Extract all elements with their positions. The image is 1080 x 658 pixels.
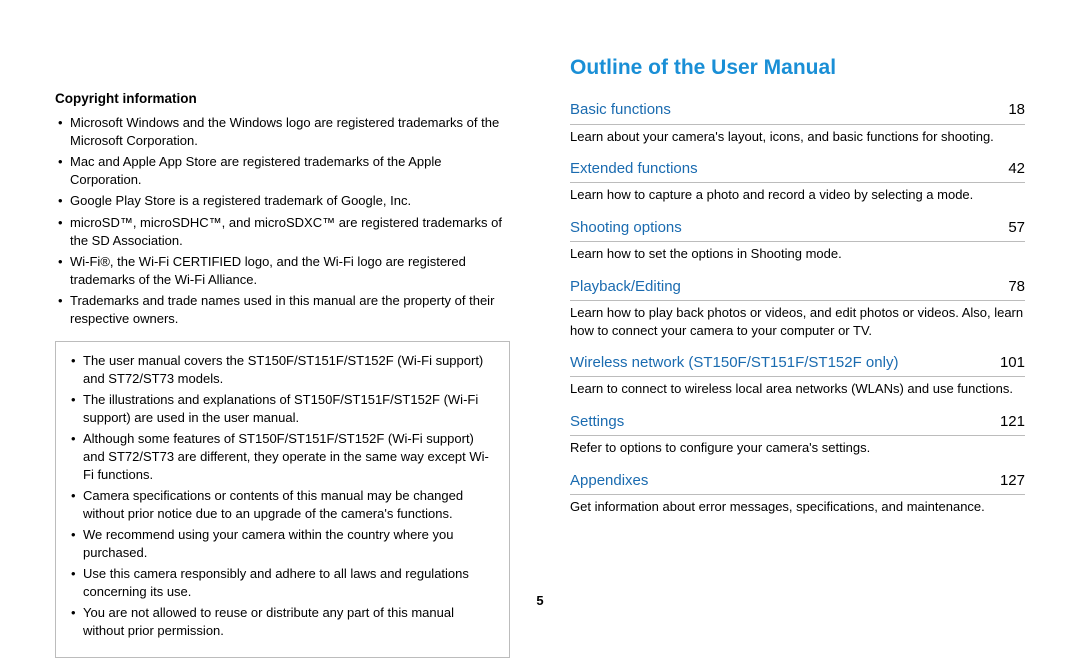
toc-row: Wireless network (ST150F/ST151F/ST152F o… <box>570 353 1025 377</box>
toc-row: Shooting options 57 <box>570 218 1025 242</box>
manual-page: Copyright information Microsoft Windows … <box>0 0 1080 630</box>
page-number: 5 <box>0 593 1080 608</box>
toc-page: 101 <box>1000 353 1025 373</box>
toc-section: Appendixes 127 Get information about error… <box>570 471 1025 516</box>
toc-desc: Learn how to capture a photo and record … <box>570 186 1025 204</box>
toc-page: 78 <box>1008 277 1025 297</box>
toc-page: 121 <box>1000 412 1025 432</box>
toc-title: Playback/Editing <box>570 277 681 297</box>
copyright-item: Microsoft Windows and the Windows logo a… <box>55 114 510 149</box>
left-column: Copyright information Microsoft Windows … <box>55 50 540 610</box>
copyright-item: microSD™, microSDHC™, and microSDXC™ are… <box>55 214 510 249</box>
copyright-item: Wi-Fi®, the Wi-Fi CERTIFIED logo, and th… <box>55 253 510 288</box>
toc-desc: Learn how to set the options in Shooting… <box>570 245 1025 263</box>
note-item: You are not allowed to reuse or distribu… <box>68 604 497 639</box>
toc-page: 18 <box>1008 100 1025 120</box>
toc-section: Wireless network (ST150F/ST151F/ST152F o… <box>570 353 1025 398</box>
toc-row: Playback/Editing 78 <box>570 277 1025 301</box>
copyright-item: Mac and Apple App Store are registered t… <box>55 153 510 188</box>
copyright-item: Google Play Store is a registered tradem… <box>55 192 510 210</box>
toc-title: Shooting options <box>570 218 682 238</box>
toc-row: Extended functions 42 <box>570 159 1025 183</box>
toc-container: Basic functions 18 Learn about your camera… <box>570 100 1025 515</box>
note-item: We recommend using your camera within th… <box>68 526 497 561</box>
toc-section: Basic functions 18 Learn about your camera… <box>570 100 1025 145</box>
toc-section: Extended functions 42 Learn how to capture… <box>570 159 1025 204</box>
toc-title: Extended functions <box>570 159 698 179</box>
note-item: The user manual covers the ST150F/ST151F… <box>68 352 497 387</box>
toc-desc: Learn how to play back photos or videos,… <box>570 304 1025 339</box>
toc-page: 42 <box>1008 159 1025 179</box>
toc-row: Basic functions 18 <box>570 100 1025 124</box>
toc-section: Shooting options 57 Learn how to set the o… <box>570 218 1025 263</box>
toc-desc: Get information about error messages, sp… <box>570 498 1025 516</box>
toc-row: Appendixes 127 <box>570 471 1025 495</box>
toc-page: 57 <box>1008 218 1025 238</box>
outline-heading: Outline of the User Manual <box>570 54 1025 82</box>
toc-section: Playback/Editing 78 Learn how to play back… <box>570 277 1025 339</box>
toc-section: Settings 121 Refer to options to configure… <box>570 412 1025 457</box>
note-box: The user manual covers the ST150F/ST151F… <box>55 341 510 658</box>
toc-row: Settings 121 <box>570 412 1025 436</box>
note-item: The illustrations and explanations of ST… <box>68 391 497 426</box>
toc-title: Appendixes <box>570 471 648 491</box>
toc-title: Basic functions <box>570 100 671 120</box>
toc-desc: Learn about your camera's layout, icons,… <box>570 128 1025 146</box>
copyright-item: Trademarks and trade names used in this … <box>55 292 510 327</box>
toc-title: Wireless network (ST150F/ST151F/ST152F o… <box>570 353 898 373</box>
toc-desc: Learn to connect to wireless local area … <box>570 380 1025 398</box>
copyright-heading: Copyright information <box>55 90 510 108</box>
toc-desc: Refer to options to configure your camer… <box>570 439 1025 457</box>
note-item: Although some features of ST150F/ST151F/… <box>68 430 497 483</box>
toc-title: Settings <box>570 412 624 432</box>
copyright-list: Microsoft Windows and the Windows logo a… <box>55 114 510 327</box>
note-item: Camera specifications or contents of thi… <box>68 487 497 522</box>
right-column: Outline of the User Manual Basic functio… <box>540 50 1025 610</box>
toc-page: 127 <box>1000 471 1025 491</box>
